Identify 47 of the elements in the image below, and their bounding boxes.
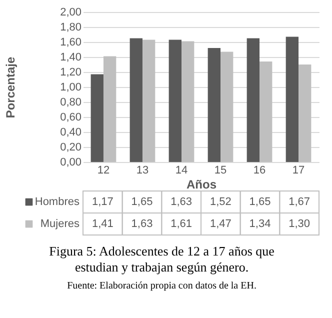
data-label: 1,63 (131, 218, 153, 230)
bar (130, 38, 142, 162)
y-tick-label: 2,00 (60, 6, 82, 18)
data-label: 1,61 (170, 218, 192, 230)
bar (168, 40, 182, 162)
data-label: 1,52 (210, 196, 232, 208)
y-tick-label: 0,40 (60, 126, 82, 138)
data-label: 1,47 (210, 218, 232, 230)
y-tick-label: 1,00 (60, 82, 82, 94)
bar (90, 74, 104, 162)
y-tick-label: 1,80 (60, 22, 82, 34)
bar (142, 40, 156, 162)
text: Figura 5: Adolescentes de 12 a 17 años que estudian y trabajan según género. (49, 244, 275, 274)
legend-label: Mujeres (40, 218, 80, 230)
data-label: 1,30 (288, 218, 310, 230)
y-tick-label: 0,20 (60, 142, 82, 154)
x-axis-title: Años (186, 178, 217, 192)
y-tick-label: 1,60 (60, 36, 82, 48)
data-label: 1,65 (249, 196, 271, 208)
bar (208, 48, 221, 162)
x-tick-label: 13 (136, 164, 149, 176)
bar (181, 41, 194, 162)
legend-label: Hombres (34, 196, 80, 208)
data-label: 1,34 (249, 218, 271, 230)
y-axis-title: Porcentaje (4, 56, 18, 118)
data-label: 1,63 (170, 196, 192, 208)
x-tick-label: 16 (253, 164, 266, 176)
bar (246, 38, 260, 162)
source-note: Fuente: Elaboración propia con datos de la EH. (67, 280, 256, 292)
data-label: 1,65 (131, 196, 153, 208)
data-label: 1,17 (92, 196, 114, 208)
y-tick-label: 0,00 (60, 156, 82, 168)
bar (103, 56, 116, 162)
x-tick-label: 12 (97, 164, 110, 176)
bar (298, 64, 312, 162)
y-tick-label: 1,20 (60, 66, 82, 78)
y-tick-label: 0,60 (60, 112, 82, 124)
bar (286, 36, 299, 162)
data-label: 1,67 (288, 196, 310, 208)
x-tick-label: 17 (292, 164, 305, 176)
y-tick-label: 1,40 (60, 52, 82, 64)
x-tick-label: 14 (175, 164, 188, 176)
x-tick-label: 15 (214, 164, 227, 176)
y-tick-label: 0,80 (60, 96, 82, 108)
bar (260, 62, 272, 162)
data-label: 1,41 (92, 218, 114, 230)
bar (220, 52, 234, 162)
